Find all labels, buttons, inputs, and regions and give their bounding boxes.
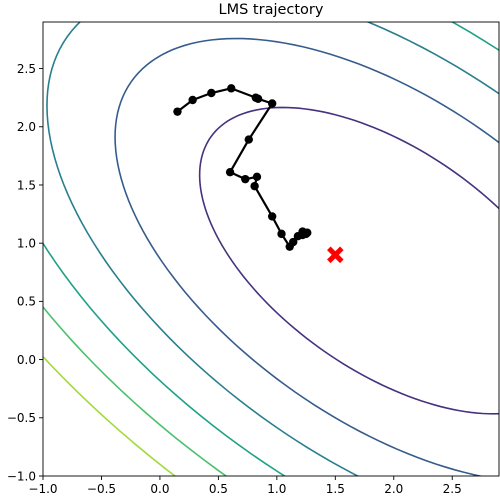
trajectory-point-4: [227, 84, 236, 93]
x-tick-label: 0.5: [209, 482, 228, 496]
trajectory-point-10: [241, 174, 250, 184]
y-tick-label: 2.5: [17, 62, 36, 76]
x-tick-label: 0.0: [150, 482, 169, 496]
optimum-marker: [327, 246, 344, 264]
trajectory-point-1: [173, 107, 182, 116]
x-tick-label: 1.5: [326, 482, 345, 496]
trajectory-point-9: [225, 167, 235, 177]
chart-title: LMS trajectory: [219, 2, 324, 18]
y-tick-label: 0.0: [17, 353, 36, 367]
contour-level-3: [46, 22, 499, 476]
x-tick-label: 1.0: [267, 482, 286, 496]
trajectory-point-3: [207, 88, 216, 98]
x-tick-label: 2.5: [443, 482, 462, 496]
x-tick-label: −0.5: [87, 482, 116, 496]
trajectory-point-13: [267, 212, 277, 221]
trajectory-point-2: [188, 95, 197, 105]
y-axis: −1.0 −0.5 0.0 0.5 1.0 1.5 2.0 2.5: [7, 62, 43, 483]
x-axis: −1.0 −0.5 0.0 0.5 1.0 1.5 2.0 2.5: [28, 476, 462, 496]
x-tick-label: 2.0: [384, 482, 403, 496]
plot-frame: [42, 21, 500, 477]
trajectory-point-8: [244, 135, 253, 144]
y-tick-label: −0.5: [7, 411, 36, 425]
trajectory-point-14: [277, 229, 286, 239]
y-tick-label: 0.5: [17, 295, 36, 309]
trajectory-point-22: [298, 230, 307, 240]
contour-level-2: [114, 37, 499, 476]
contour-level-1: [198, 106, 499, 415]
trajectory-point-11: [252, 172, 262, 182]
y-tick-label: 1.5: [17, 178, 36, 192]
y-tick-label: 1.0: [17, 236, 36, 250]
trajectory-point-6: [253, 94, 263, 104]
y-tick-label: 2.0: [17, 120, 36, 134]
trajectory: [173, 84, 312, 251]
optimum-marker-group: [327, 246, 344, 264]
trajectory-point-16: [289, 237, 298, 247]
trajectory-point-7: [267, 99, 277, 108]
trajectory-line: [176, 87, 309, 248]
y-tick-label: −1.0: [7, 469, 36, 483]
trajectory-point-12: [250, 181, 259, 191]
x-tick-label: −1.0: [28, 482, 57, 496]
